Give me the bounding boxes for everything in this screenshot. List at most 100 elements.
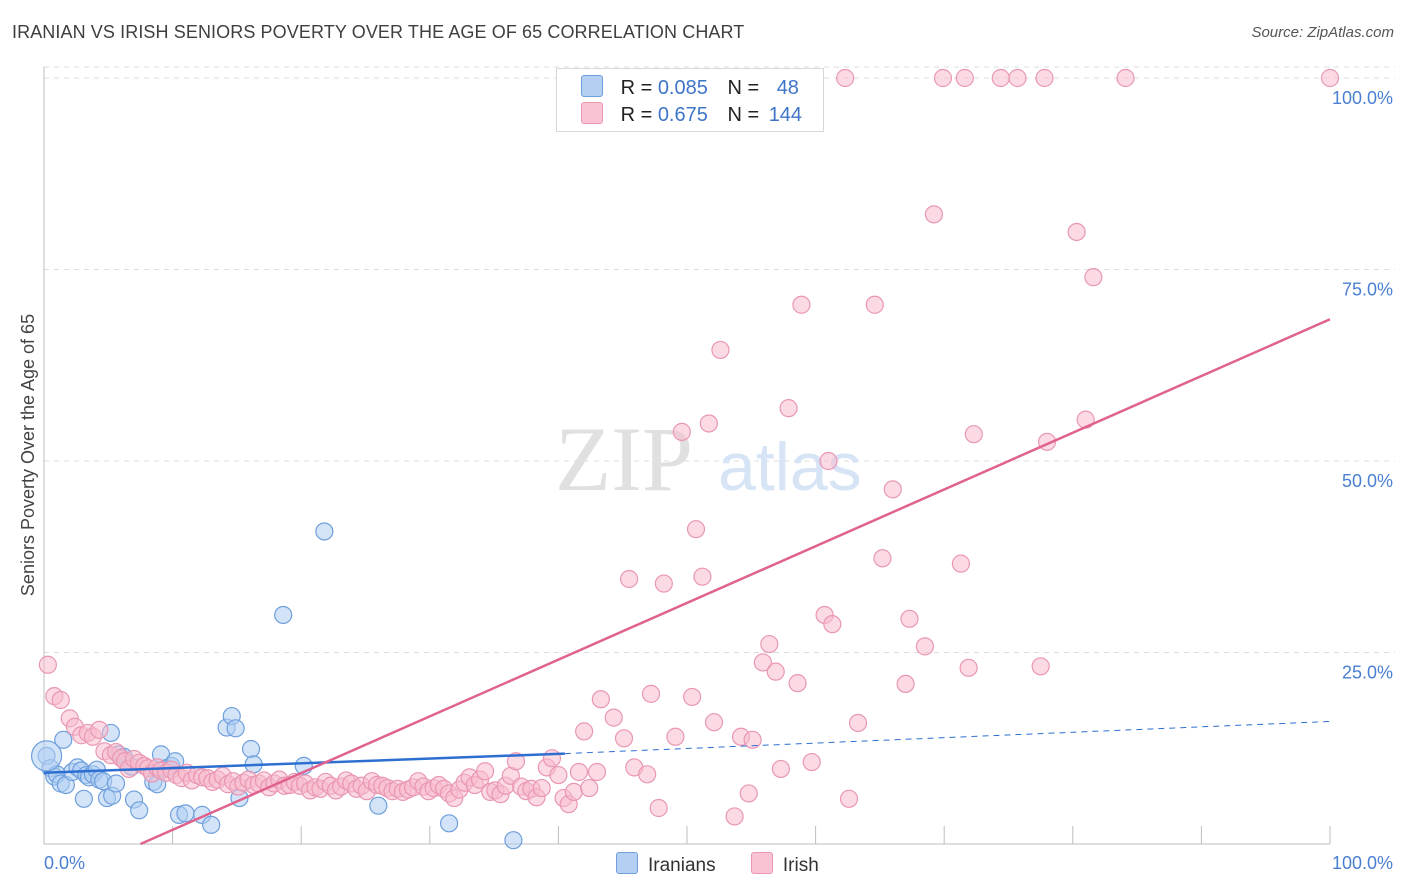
series-legend: Iranians Irish — [616, 852, 819, 877]
point-iranians — [226, 719, 245, 738]
legend-row-irish: R = 0.675 N = 144 — [581, 102, 802, 128]
point-irish — [654, 574, 673, 593]
y-tick-label: 75.0% — [1342, 280, 1393, 300]
point-irish — [564, 782, 583, 802]
point-irish — [686, 520, 706, 539]
point-irish — [991, 68, 1010, 88]
point-iranians — [504, 831, 523, 850]
point-irish — [90, 720, 109, 739]
legend-row-iranians: R = 0.085 N = 48 — [581, 75, 799, 101]
point-irish — [614, 729, 634, 748]
point-iranians — [369, 796, 388, 815]
trend-line-iranians-extension — [564, 720, 1331, 755]
point-irish — [865, 295, 884, 314]
point-irish — [542, 749, 562, 768]
point-irish — [711, 340, 730, 360]
point-irish — [964, 425, 983, 444]
point-irish — [743, 730, 762, 749]
point-iranians — [74, 789, 93, 808]
point-iranians — [202, 815, 221, 834]
watermark-atlas: atlas — [718, 429, 862, 505]
point-irish — [604, 708, 623, 727]
legend-swatch-iranians — [616, 852, 638, 874]
legend-r-label: R = — [620, 104, 653, 126]
legend-swatch-iranians — [581, 75, 603, 97]
point-irish — [693, 567, 712, 586]
point-irish — [1031, 657, 1050, 676]
point-irish — [955, 68, 974, 88]
point-iranians — [106, 774, 126, 793]
point-iranians — [176, 804, 195, 823]
point-irish — [896, 674, 915, 694]
watermark: ZIP atlas — [555, 408, 862, 510]
point-irish — [900, 609, 919, 628]
point-irish — [475, 762, 495, 781]
point-irish — [766, 662, 785, 681]
point-irish — [704, 713, 724, 732]
watermark-zip: ZIP — [555, 408, 693, 510]
point-irish — [1116, 68, 1135, 88]
point-irish — [1084, 268, 1103, 287]
point-irish — [848, 713, 868, 733]
point-irish — [666, 727, 685, 746]
point-irish — [951, 554, 971, 573]
point-irish — [1067, 222, 1086, 242]
legend-n-value: 48 — [776, 77, 799, 99]
point-irish — [506, 752, 526, 771]
point-irish — [641, 684, 661, 703]
point-irish — [760, 634, 779, 654]
point-irish — [569, 762, 589, 782]
point-irish — [1035, 68, 1054, 88]
trend-line-iranians — [43, 752, 565, 775]
y-tick-label: 100.0% — [1332, 88, 1393, 108]
point-irish — [1008, 68, 1027, 88]
legend-n-label: N = — [727, 104, 760, 126]
point-irish — [699, 414, 718, 433]
point-iranians — [241, 739, 261, 759]
point-irish — [1320, 68, 1340, 88]
point-irish — [580, 778, 599, 798]
legend-label-irish: Irish — [782, 855, 819, 876]
legend-n-label: N = — [727, 77, 760, 99]
point-irish — [873, 549, 892, 568]
point-irish — [725, 807, 744, 826]
legend-label-iranians: Iranians — [648, 855, 716, 876]
point-irish — [839, 789, 859, 808]
trend-line-irish — [139, 318, 1331, 846]
grid-lines — [44, 66, 1395, 653]
point-irish — [51, 690, 70, 710]
point-irish — [591, 690, 610, 709]
point-irish — [792, 295, 811, 314]
point-irish — [739, 784, 758, 803]
point-irish — [924, 205, 944, 224]
legend-r-value: 0.675 — [657, 104, 708, 126]
point-iranians — [54, 730, 73, 749]
y-tick-label: 25.0% — [1342, 663, 1393, 683]
point-irish — [823, 615, 842, 634]
legend-r-label: R = — [620, 77, 653, 99]
point-irish — [753, 653, 772, 672]
point-irish — [802, 752, 821, 772]
legend-swatch-irish — [750, 852, 773, 874]
point-iranians — [439, 814, 459, 833]
point-irish — [883, 480, 902, 499]
x-tick-label: 0.0% — [44, 853, 85, 873]
y-axis-label: Seniors Poverty Over the Age of 65 — [18, 314, 38, 596]
point-irish — [672, 422, 691, 441]
chart-title: IRANIAN VS IRISH SENIORS POVERTY OVER TH… — [12, 22, 745, 42]
point-irish — [771, 759, 790, 779]
point-iranians — [274, 605, 293, 625]
point-irish — [788, 674, 807, 693]
point-irish — [819, 451, 838, 471]
point-irish — [620, 569, 639, 589]
point-irish — [933, 68, 953, 88]
point-iranians — [315, 522, 334, 541]
y-tick-label: 50.0% — [1342, 471, 1393, 491]
point-irish — [587, 762, 607, 782]
point-irish — [959, 658, 978, 677]
point-irish — [532, 778, 551, 798]
legend-n-value: 144 — [768, 104, 803, 126]
point-irish — [779, 399, 798, 418]
point-irish — [638, 765, 657, 784]
